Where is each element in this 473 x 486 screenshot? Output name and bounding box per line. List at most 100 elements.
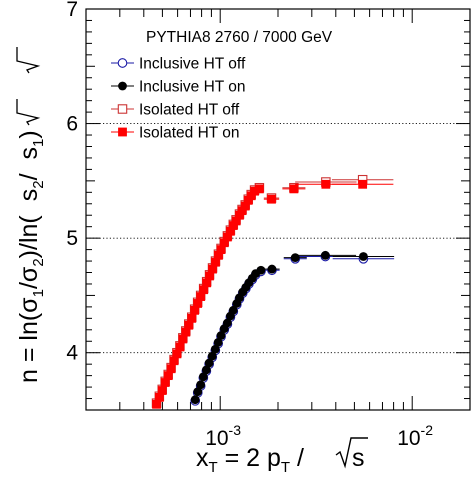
- y-tick-label: 7: [66, 0, 78, 21]
- legend-marker: [117, 58, 128, 68]
- data-point: [211, 257, 220, 267]
- x-title-sub2: T: [281, 459, 290, 476]
- data-points: [151, 174, 395, 409]
- data-point: [216, 331, 226, 340]
- data-point: [235, 210, 244, 220]
- x-tick-label-base: 10: [205, 427, 228, 450]
- x-tick-label-exp: -2: [421, 422, 434, 438]
- data-point: [157, 386, 167, 395]
- data-point: [204, 358, 214, 368]
- data-point: [246, 191, 256, 201]
- legend-entry: Inclusive HT on: [111, 79, 246, 96]
- legend-entries: Inclusive HT off Inclusive HT on Isolated …: [111, 56, 246, 142]
- grid-lines: [86, 123, 470, 354]
- y-title-sq2: s: [15, 147, 43, 160]
- x-title-sub: T: [209, 459, 218, 476]
- y-title-s2: 2: [30, 258, 47, 266]
- data-point: [175, 342, 185, 352]
- data-point: [198, 372, 208, 382]
- y-tick-label: 5: [66, 227, 78, 250]
- y-title-m4: /: [15, 173, 43, 180]
- data-point: [178, 334, 188, 344]
- y-title-s1: 1: [30, 289, 47, 297]
- x-axis-title: xT = 2 pT / s: [196, 437, 368, 476]
- x-tick-label: 10-2: [397, 422, 433, 450]
- data-point: [321, 179, 331, 189]
- y-axis-title: n = ln(σ1/σ2)/ln(s2/s1): [15, 47, 47, 383]
- x-title-rest: = 2 p: [218, 444, 281, 472]
- data-point: [228, 305, 238, 315]
- data-point: [219, 238, 229, 248]
- data-point: [184, 320, 194, 330]
- y-title-ss2: 2: [30, 180, 47, 188]
- data-point: [214, 250, 223, 260]
- data-point: [237, 206, 247, 216]
- series-isolated-ht-on: [152, 179, 394, 409]
- data-point: [207, 351, 217, 361]
- series-inclusive-ht-on: [190, 250, 395, 405]
- data-point: [359, 252, 368, 261]
- data-point: [160, 378, 170, 387]
- data-point: [320, 250, 330, 260]
- legend-entry: Isolated HT on: [111, 125, 240, 142]
- legend-title: PYTHIA8 2760 / 7000 GeV: [146, 29, 333, 46]
- data-point: [289, 184, 299, 194]
- data-point: [199, 285, 209, 295]
- data-point: [256, 265, 266, 275]
- x-tick-label-exp: -3: [229, 422, 242, 438]
- data-point: [213, 338, 223, 347]
- data-point: [225, 226, 235, 236]
- data-point: [210, 344, 220, 354]
- x-axis-title-text: xT = 2 pT /: [196, 444, 304, 476]
- legend-entry: Isolated HT off: [111, 102, 240, 119]
- legend-marker: [117, 104, 128, 114]
- data-point: [358, 179, 368, 189]
- axes: [85, 8, 471, 411]
- data-point: [181, 327, 191, 337]
- data-point: [196, 292, 206, 301]
- x-tick-label-base: 10: [397, 427, 420, 450]
- data-point: [205, 271, 214, 281]
- legend-label: Isolated HT off: [139, 102, 240, 119]
- data-point: [187, 313, 197, 323]
- x-title-sqrt-sign: [335, 437, 368, 469]
- y-title-ss3: 1: [30, 139, 47, 147]
- data-point: [193, 299, 203, 308]
- y-title-sq1: s: [15, 189, 43, 202]
- data-point: [250, 186, 259, 196]
- data-point: [222, 232, 232, 242]
- x-title-rest2: /: [290, 444, 304, 472]
- legend-label: Inclusive HT off: [139, 56, 246, 73]
- data-point: [196, 380, 206, 390]
- data-point: [152, 399, 161, 409]
- y-title-m2: /σ: [15, 266, 43, 289]
- data-point: [216, 245, 226, 254]
- data-point: [163, 371, 173, 381]
- data-point: [201, 365, 211, 375]
- data-point: [254, 184, 264, 194]
- data-point: [231, 216, 241, 226]
- data-point: [243, 195, 253, 205]
- legend-marker: [118, 127, 127, 137]
- series-isolated-ht-off: [151, 174, 394, 408]
- data-point: [172, 349, 182, 359]
- x-tick-label: 10-3: [205, 422, 241, 450]
- legend: PYTHIA8 2760 / 7000 GeV Inclusive HT off…: [111, 29, 333, 142]
- x-title-main: x: [196, 444, 209, 472]
- data-point: [208, 264, 217, 274]
- data-point: [228, 221, 238, 230]
- y-title-m1: n = ln(σ: [15, 297, 43, 383]
- y-title-m3: )/ln(: [15, 215, 43, 259]
- data-point: [169, 356, 179, 366]
- data-point: [166, 364, 176, 374]
- data-point: [193, 387, 203, 397]
- data-point: [267, 194, 276, 204]
- data-point: [154, 392, 164, 402]
- data-point: [290, 253, 300, 263]
- data-point: [202, 278, 212, 288]
- data-point: [190, 305, 200, 315]
- y-title-sqrt-sign-1: [16, 99, 41, 126]
